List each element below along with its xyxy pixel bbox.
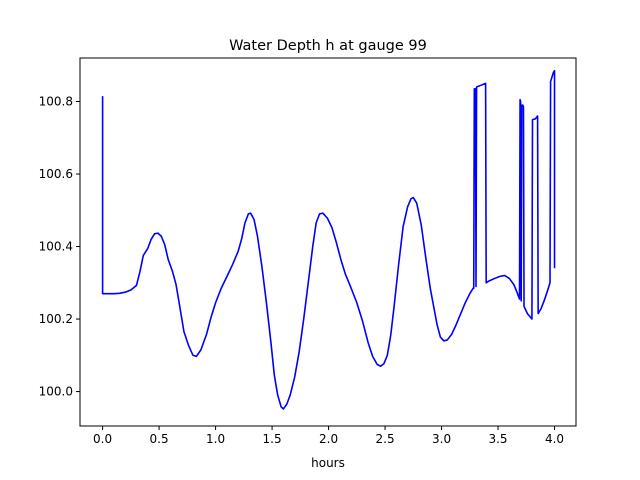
y-axis: 100.0 100.2 100.4 100.6 100.8	[39, 95, 80, 399]
x-tick-label: 1.0	[206, 432, 225, 446]
x-tick-label: 2.5	[376, 432, 395, 446]
x-tick-label: 1.5	[263, 432, 282, 446]
y-tick-label: 100.8	[39, 95, 73, 109]
y-tick-label: 100.0	[39, 385, 73, 399]
x-tick-label: 2.0	[319, 432, 338, 446]
x-tick-label: 3.0	[432, 432, 451, 446]
x-tick-label: 3.5	[488, 432, 507, 446]
x-tick-label: 0.5	[150, 432, 169, 446]
y-tick-label: 100.4	[39, 240, 73, 254]
series-line-0	[101, 69, 556, 410]
y-tick-label: 100.2	[39, 312, 73, 326]
plot-area	[79, 57, 577, 427]
x-axis-label: hours	[311, 456, 345, 470]
x-tick-label: 0.0	[93, 432, 112, 446]
x-tick-label: 4.0	[545, 432, 564, 446]
chart-title: Water Depth h at gauge 99	[229, 38, 427, 54]
x-axis: 0.0 0.5 1.0 1.5 2.0 2.5 3.0 3.5 4.0	[93, 426, 564, 446]
y-tick-label: 100.6	[39, 167, 73, 181]
axes-frame	[79, 57, 577, 427]
